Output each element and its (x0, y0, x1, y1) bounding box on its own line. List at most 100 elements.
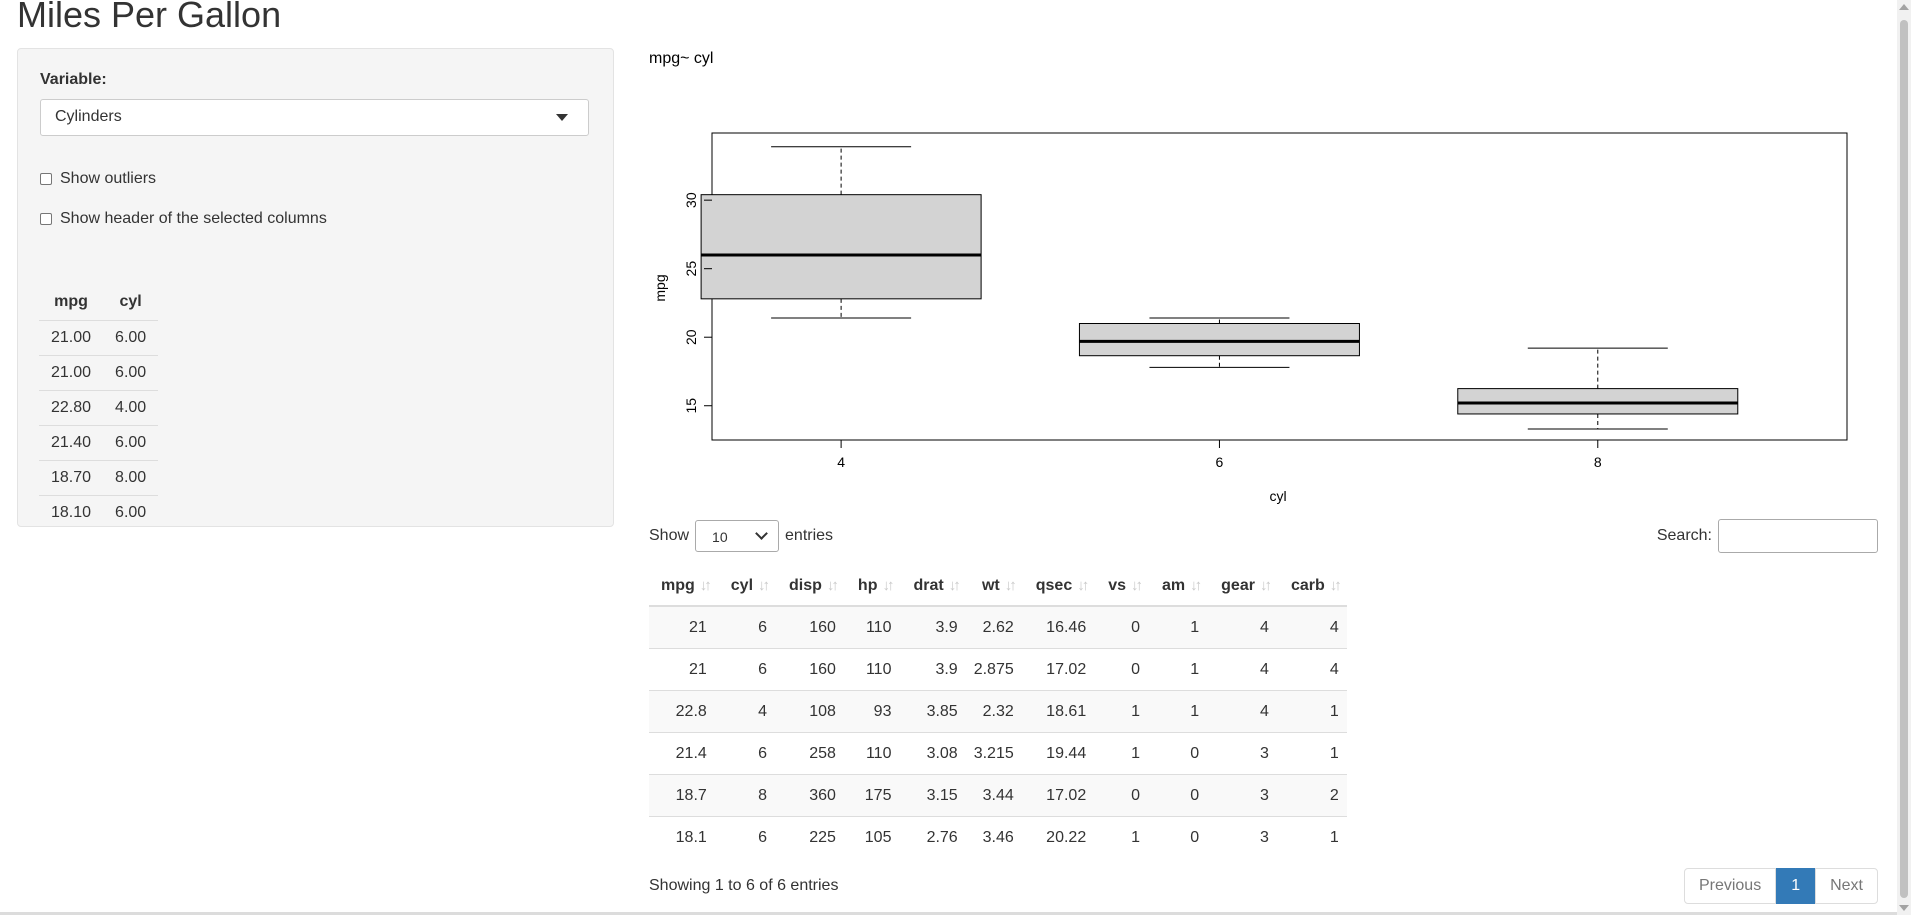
box-4 (700, 194, 982, 300)
sort-icon[interactable]: ↓↑ (699, 576, 712, 594)
table-cell: 18.1 (675, 828, 707, 846)
horizontal-scrollbar[interactable] (0, 912, 1897, 915)
table-row: 18.10 6.00 (39, 495, 159, 530)
table-cell: 8.00 (103, 460, 159, 496)
table-cell: 3.215 (965, 732, 1022, 775)
column-header-am[interactable]: am ↓↑ (1148, 566, 1208, 607)
table-info: Showing 1 to 6 of 6 entries (649, 877, 839, 894)
table-cell: 4 (716, 690, 776, 733)
show-outliers-checkbox[interactable]: Show outliers (40, 170, 156, 188)
table-cell: 0 (1094, 774, 1149, 817)
table-cell: 1 (1131, 828, 1141, 846)
sort-icon[interactable]: ↓↑ (1259, 576, 1272, 594)
table-header-row: mpg ↓↑ cyl ↓↑ disp ↓↑ hp ↓↑ drat ↓↑ wt ↓↑ qsec ↓↑ vs ↓↑… (649, 566, 1347, 607)
table-cell: 3.08 (899, 732, 966, 775)
x-tick-label: 8 (1594, 454, 1602, 470)
table-row: 18.70 8.00 (39, 460, 159, 496)
column-header-label: qsec (1035, 576, 1073, 594)
column-header-hp[interactable]: hp ↓↑ (843, 566, 900, 607)
table-cell: 110 (843, 732, 900, 775)
checkbox-icon[interactable] (40, 173, 52, 185)
column-header-cyl[interactable]: cyl ↓↑ (716, 566, 776, 607)
table-row: 21 6 160 110 3.9 2.875 17.02 0 1 4 4 (649, 648, 1347, 691)
column-header-vs[interactable]: vs ↓↑ (1094, 566, 1149, 607)
table-cell: 8 (716, 774, 776, 817)
previous-page-button[interactable]: Previous (1683, 868, 1777, 904)
sort-icon[interactable]: ↓↑ (882, 576, 894, 594)
table-cell: 225 (809, 828, 836, 846)
table-row: 18.7 8 360 175 3.15 3.44 17.02 0 0 3 2 (649, 774, 1347, 817)
table-cell: 4 (1207, 690, 1277, 733)
column-header-label: vs (1108, 576, 1127, 594)
sort-icon[interactable]: ↓↑ (758, 576, 770, 594)
variable-select[interactable]: Cylinders (40, 99, 589, 136)
table-cell: 21.40 (39, 425, 104, 461)
entries-label: entries (785, 527, 834, 544)
sort-icon[interactable]: ↓↑ (1329, 576, 1342, 594)
column-header-mpg[interactable]: mpg ↓↑ (649, 566, 717, 607)
table-row: 21.40 6.00 (39, 425, 159, 461)
show-header-checkbox[interactable]: Show header of the selected columns (40, 210, 327, 228)
show-header-label: Show header of the selected columns (60, 210, 327, 227)
column-header-label: cyl (730, 576, 754, 594)
sort-icon[interactable]: ↓↑ (826, 576, 839, 594)
sort-icon[interactable]: ↓↑ (948, 576, 961, 594)
table-cell: 6.00 (103, 320, 159, 356)
page-1-button[interactable]: 1 (1776, 868, 1816, 904)
table-header-row: mpg cyl (39, 284, 158, 321)
show-outliers-label: Show outliers (60, 170, 157, 187)
table-cell: 2.62 (965, 606, 1022, 649)
table-cell: 0 (1094, 648, 1149, 691)
scrollbar-thumb[interactable] (1900, 20, 1908, 898)
checkbox-icon[interactable] (40, 213, 52, 225)
vertical-scrollbar[interactable] (1897, 0, 1911, 915)
table-cell: 93 (843, 690, 900, 733)
column-header-label: disp (789, 576, 822, 594)
variable-label: Variable: (40, 71, 107, 88)
page-title: Miles Per Gallon (17, 0, 282, 35)
table-cell: 105 (864, 828, 892, 846)
next-page-button[interactable]: Next (1815, 868, 1878, 904)
table-cell: 18.7 (649, 774, 717, 817)
column-header-label: carb (1290, 576, 1325, 594)
table-cell: 3.85 (899, 690, 966, 733)
table-cell: 21.00 (39, 355, 104, 391)
table-cell: 2 (1276, 774, 1347, 817)
x-axis-label: cyl (1269, 488, 1286, 504)
table-cell: 6.00 (103, 495, 159, 530)
table-cell: 175 (843, 774, 900, 817)
table-row: 22.80 4.00 (39, 390, 159, 426)
variable-select-value: Cylinders (55, 108, 122, 125)
table-cell: 18.61 (1021, 690, 1095, 733)
table-cell: 3.44 (965, 774, 1022, 817)
sort-icon[interactable]: ↓↑ (1004, 576, 1017, 594)
column-header-wt[interactable]: wt ↓↑ (965, 566, 1022, 607)
column-header-gear[interactable]: gear ↓↑ (1207, 566, 1277, 607)
sort-icon[interactable]: ↓↑ (1077, 576, 1089, 594)
column-header-drat[interactable]: drat ↓↑ (899, 566, 966, 607)
column-header-carb[interactable]: carb ↓↑ (1276, 566, 1347, 607)
length-control: Show 10 entries (649, 520, 833, 552)
scroll-down-icon[interactable] (1899, 905, 1909, 911)
x-tick-label: 4 (837, 454, 845, 470)
table-cell: 6.00 (103, 355, 159, 391)
column-header-label: am (1162, 576, 1186, 594)
search-control: Search: (1657, 519, 1878, 553)
table-row: 21 6 160 110 3.9 2.62 16.46 0 1 4 4 (649, 606, 1347, 649)
entries-length-select[interactable]: 10 (695, 520, 780, 552)
table-row: 21.00 6.00 (39, 320, 159, 356)
table-cell: 1 (1094, 690, 1149, 733)
sort-icon[interactable]: ↓↑ (1190, 576, 1202, 594)
box-8 (1457, 388, 1739, 415)
sort-icon[interactable]: ↓↑ (1131, 576, 1143, 594)
table-cell: 16.46 (1021, 606, 1095, 649)
table-cell: 4 (1276, 606, 1347, 649)
table-cell: 6 (716, 648, 776, 691)
scroll-up-icon[interactable] (1899, 4, 1909, 10)
search-input[interactable] (1718, 519, 1878, 553)
column-header: cyl (119, 293, 142, 310)
column-header-qsec[interactable]: qsec ↓↑ (1021, 566, 1095, 607)
table-cell: 2.32 (965, 690, 1022, 733)
x-tick-label: 6 (1216, 454, 1224, 470)
column-header-disp[interactable]: disp ↓↑ (775, 566, 844, 607)
